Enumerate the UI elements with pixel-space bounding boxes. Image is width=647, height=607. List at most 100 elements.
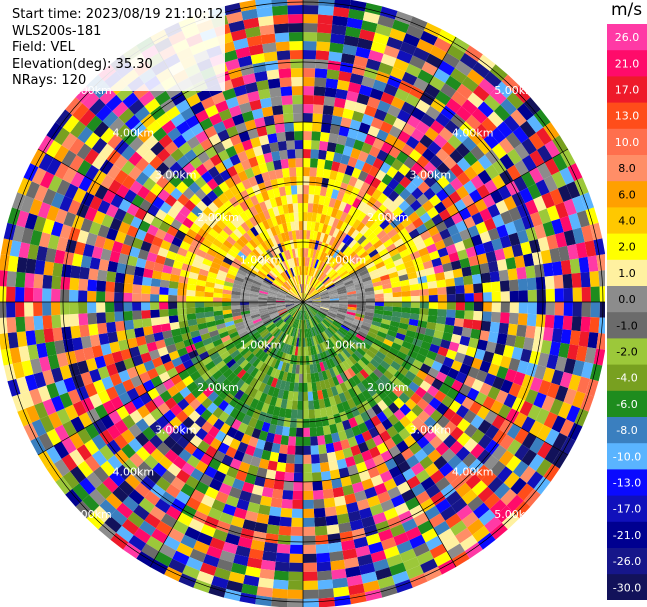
- velocity-gate: [196, 570, 214, 585]
- velocity-gate: [198, 243, 210, 253]
- velocity-gate: [257, 577, 274, 589]
- velocity-gate: [232, 113, 245, 126]
- velocity-gate: [292, 391, 299, 401]
- velocity-gate: [270, 96, 283, 107]
- velocity-gate: [420, 30, 438, 46]
- velocity-gate: [281, 251, 287, 261]
- velocity-gate: [501, 512, 520, 530]
- velocity-gate: [317, 435, 326, 446]
- velocity-gate: [242, 244, 253, 254]
- velocity-gate: [62, 420, 77, 437]
- velocity-gate: [271, 282, 281, 289]
- velocity-gate: [202, 206, 214, 218]
- velocity-gate: [131, 467, 147, 483]
- velocity-gate: [346, 398, 357, 409]
- velocity-gate: [167, 385, 180, 398]
- velocity-gate: [241, 583, 258, 596]
- velocity-gate: [305, 284, 310, 294]
- velocity-gate: [216, 274, 226, 281]
- velocity-gate: [289, 239, 295, 250]
- velocity-gate: [502, 345, 515, 358]
- velocity-gate: [294, 302, 303, 305]
- velocity-gate: [398, 427, 411, 441]
- velocity-gate: [276, 264, 284, 273]
- velocity-gate: [244, 444, 256, 457]
- velocity-gate: [447, 44, 465, 61]
- velocity-gate: [146, 251, 158, 263]
- velocity-gate: [226, 11, 244, 24]
- velocity-gate: [386, 554, 403, 568]
- velocity-gate: [47, 354, 60, 370]
- velocity-gate: [559, 419, 575, 437]
- velocity-gate: [303, 5, 319, 15]
- velocity-gate: [270, 236, 278, 246]
- velocity-gate: [267, 207, 276, 218]
- velocity-gate: [294, 310, 300, 319]
- colorbar-segment: [607, 181, 647, 208]
- velocity-gate: [233, 84, 248, 97]
- velocity-gate: [455, 310, 465, 319]
- velocity-gate: [315, 314, 323, 323]
- velocity-gate: [293, 355, 298, 365]
- velocity-gate: [392, 170, 405, 184]
- velocity-gate: [360, 324, 371, 332]
- velocity-gate: [576, 210, 590, 228]
- velocity-gate: [217, 248, 228, 257]
- velocity-gate: [423, 236, 435, 248]
- velocity-gate: [399, 279, 410, 287]
- velocity-gate: [331, 189, 340, 200]
- velocity-gate: [325, 350, 332, 360]
- velocity-gate: [9, 347, 22, 364]
- velocity-gate: [358, 470, 371, 482]
- velocity-gate: [248, 548, 264, 560]
- velocity-gate: [218, 108, 232, 122]
- velocity-gate: [461, 76, 479, 93]
- velocity-gate: [581, 286, 591, 302]
- velocity-gate: [347, 302, 357, 305]
- velocity-gate: [407, 349, 419, 360]
- velocity-gate: [283, 324, 290, 334]
- velocity-gate: [54, 379, 68, 396]
- velocity-gate: [352, 197, 362, 209]
- velocity-gate: [316, 552, 331, 563]
- velocity-gate: [455, 446, 471, 462]
- velocity-gate: [70, 171, 85, 188]
- velocity-gate: [175, 490, 191, 505]
- velocity-gate: [311, 463, 321, 473]
- velocity-gate: [400, 217, 413, 228]
- velocity-gate: [79, 266, 90, 280]
- velocity-gate: [318, 310, 328, 316]
- velocity-gate: [211, 91, 226, 105]
- velocity-gate: [345, 248, 354, 258]
- velocity-gate: [186, 365, 198, 376]
- velocity-gate: [502, 246, 515, 259]
- velocity-gate: [340, 324, 350, 332]
- velocity-gate: [405, 135, 420, 150]
- velocity-gate: [164, 194, 178, 207]
- velocity-gate: [491, 291, 501, 302]
- velocity-gate: [409, 534, 426, 549]
- velocity-gate: [358, 122, 371, 134]
- velocity-gate: [293, 212, 299, 222]
- velocity-gate: [467, 92, 484, 108]
- velocity-gate: [323, 497, 336, 508]
- velocity-gate: [240, 262, 251, 271]
- velocity-gate: [194, 176, 207, 189]
- velocity-gate: [258, 382, 267, 393]
- velocity-gate: [428, 302, 438, 310]
- velocity-gate: [219, 265, 229, 273]
- velocity-gate: [277, 388, 285, 399]
- velocity-gate: [471, 357, 483, 370]
- velocity-gate: [331, 115, 343, 126]
- velocity-gate: [351, 528, 366, 540]
- velocity-gate: [514, 159, 529, 176]
- velocity-gate: [101, 214, 114, 228]
- velocity-gate: [354, 362, 364, 372]
- velocity-gate: [538, 379, 552, 396]
- velocity-gate: [269, 142, 280, 153]
- velocity-gate: [355, 545, 371, 558]
- velocity-gate: [430, 181, 443, 195]
- velocity-gate: [274, 350, 281, 360]
- velocity-gate: [499, 312, 510, 324]
- velocity-gate: [303, 248, 306, 258]
